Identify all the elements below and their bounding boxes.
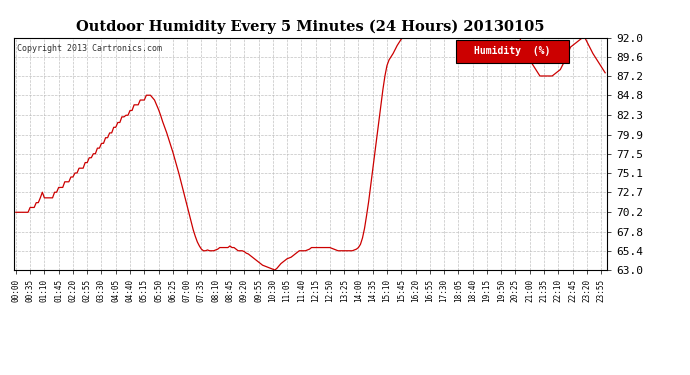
Text: Humidity  (%): Humidity (%) (474, 46, 551, 57)
Title: Outdoor Humidity Every 5 Minutes (24 Hours) 20130105: Outdoor Humidity Every 5 Minutes (24 Hou… (77, 19, 544, 33)
FancyBboxPatch shape (456, 40, 569, 63)
Text: Copyright 2013 Cartronics.com: Copyright 2013 Cartronics.com (17, 45, 161, 54)
